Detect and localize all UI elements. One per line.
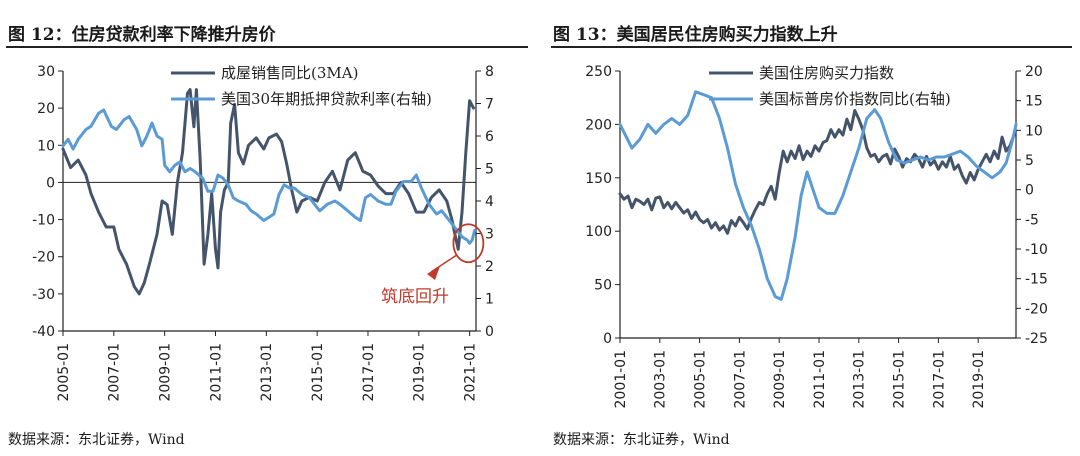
right-figure-title: 图 13：美国居民住房购买力指数上升 [553,25,838,45]
x-tick-label: 2013-01 [259,343,275,402]
annotation-label: 筑底回升 [381,287,449,307]
left-y-tick-label: 30 [37,64,55,80]
right-y-tick-label: -25 [1025,331,1048,347]
right-y-tick-label: 0 [1025,183,1034,199]
x-tick-label: 2013-01 [852,350,868,409]
x-tick-label: 2019-01 [971,350,987,409]
x-tick-label: 2007-01 [107,343,123,402]
left-y-tick-label: -20 [32,250,55,266]
left-y-tick-label: 0 [46,175,55,191]
right-figure-panel: 图 13：美国居民住房购买力指数上升 250 200 150 100 50 0 20 15 10… [545,0,1080,456]
right-source-note: 数据来源：东北证券，Wind [553,432,730,448]
left-title-rule [6,46,528,48]
right-y-tick-label: 8 [485,64,494,80]
right-y-tick-label: 0 [485,324,494,340]
right-y-tick-label: 15 [1025,94,1043,110]
right-y-tick-label: 10 [1025,123,1043,139]
left-y-tick-label: -10 [32,213,55,229]
x-tick-label: 2005-01 [692,350,708,409]
right-y-tick-label: 3 [485,227,494,243]
left-y-tick-label: 50 [594,278,612,294]
right-y-tick-label: -15 [1025,272,1048,288]
right-y-tick-label: 2 [485,259,494,275]
right-y-tick-label: 4 [485,194,494,210]
right-y-tick-label: 20 [1025,64,1043,80]
left-source-note: 数据来源：东北证券，Wind [8,432,185,448]
left-y-tick-label: 100 [585,224,612,240]
x-tick-label: 2015-01 [310,343,326,402]
right-y-tick-label: 1 [485,292,494,308]
left-y-tick-label: -30 [32,287,55,303]
x-tick-label: 2009-01 [158,343,174,402]
left-y-tick-label: 200 [585,117,612,133]
right-y-tick-label: 5 [1025,153,1034,169]
x-tick-label: 2007-01 [732,350,748,409]
right-chart: 25020015010050020151050-5-10-15-20-25200… [585,64,1048,409]
left-y-tick-label: 150 [585,171,612,187]
x-tick-label: 2015-01 [891,350,907,409]
left-figure-title: 图 12：住房贷款利率下降推升房价 [8,25,276,45]
x-tick-label: 2011-01 [208,343,224,402]
x-tick-label: 2003-01 [653,350,669,409]
right-y-tick-label: 7 [485,97,494,113]
x-tick-label: 2009-01 [772,350,788,409]
left-y-tick-label: 0 [603,331,612,347]
right-y-tick-label: 6 [485,129,494,145]
x-tick-label: 2001-01 [613,350,629,409]
x-tick-label: 2017-01 [931,350,947,409]
legend-label: 美国住房购买力指数 [759,64,894,82]
legend-label: 美国标普房价指数同比(右轴) [759,90,951,108]
x-tick-label: 2005-01 [56,343,72,402]
legend-label: 成屋销售同比(3MA) [221,64,358,82]
left-figure-panel: 图 12：住房贷款利率下降推升房价 30 20 10 0 -10 -20 -30 -40 8 7 6… [0,0,536,456]
x-tick-label: 2019-01 [412,343,428,402]
right-y-tick-label: -20 [1025,301,1048,317]
right-y-tick-label: 5 [485,162,494,178]
series-line-right-axis [61,108,477,245]
right-title-rule [551,46,1072,48]
left-y-tick-label: -40 [32,324,55,340]
right-y-tick-label: -10 [1025,242,1048,258]
legend-label: 美国30年期抵押贷款利率(右轴) [221,90,432,108]
x-tick-label: 2017-01 [361,343,377,402]
left-y-tick-label: 250 [585,64,612,80]
series-line-left-axis [61,88,475,296]
left-y-tick-label: 10 [37,138,55,154]
annotation-arrowhead [427,266,440,280]
x-tick-label: 2011-01 [812,350,828,409]
series-line-left-axis [618,109,1016,235]
annotation-circle [452,223,485,264]
right-y-tick-label: -5 [1025,212,1039,228]
left-y-tick-label: 20 [37,101,55,117]
x-tick-label: 2021-01 [463,343,479,402]
series-line-right-axis [618,90,1018,301]
